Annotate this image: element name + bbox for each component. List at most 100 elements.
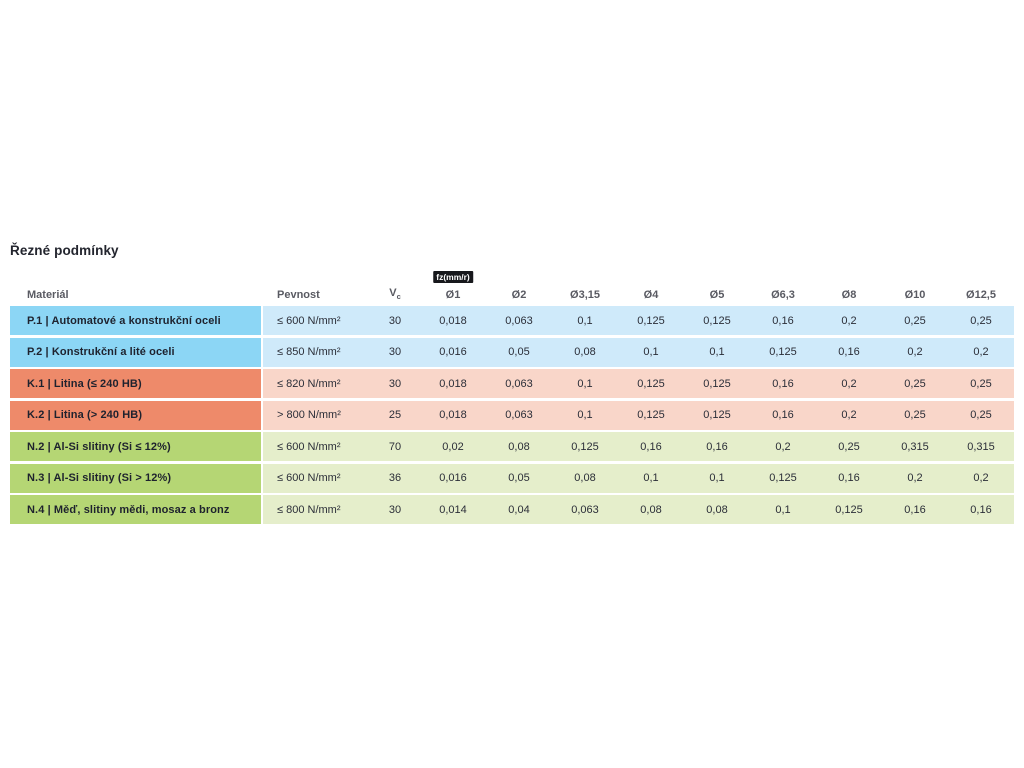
fz-value: 0,16 <box>750 369 816 398</box>
table-row: N.2 | Al-Si slitiny (Si ≤ 12%) ≤ 600 N/mm… <box>10 432 1014 461</box>
fz-value: 0,08 <box>552 337 618 367</box>
fz-value: 0,315 <box>882 432 948 461</box>
fz-value: 0,16 <box>948 495 1014 524</box>
material-label: N.2 | Al-Si slitiny (Si ≤ 12%) <box>10 432 263 461</box>
column-header-vc: Vc <box>370 288 420 301</box>
table-row: K.2 | Litina (> 240 HB) > 800 N/mm² 25 0,01… <box>10 400 1014 430</box>
material-label: N.4 | Měď, slitiny mědi, mosaz a bronz <box>10 495 263 524</box>
fz-value: 0,063 <box>552 495 618 524</box>
material-label: P.2 | Konstrukční a lité oceli <box>10 337 263 367</box>
fz-value: 0,08 <box>486 432 552 461</box>
fz-value: 0,1 <box>750 495 816 524</box>
strength-value: ≤ 850 N/mm² <box>263 337 370 367</box>
vc-value: 30 <box>370 306 420 335</box>
fz-value: 0,2 <box>750 432 816 461</box>
cutting-conditions-table: fz(mm/r) Materiál Pevnost Vc Ø1 Ø2 Ø3,15 Ø4… <box>10 270 1014 527</box>
strength-value: > 800 N/mm² <box>263 400 370 430</box>
fz-value: 0,1 <box>684 337 750 367</box>
fz-value: 0,2 <box>882 337 948 367</box>
fz-value: 0,25 <box>882 369 948 398</box>
fz-value: 0,125 <box>618 306 684 335</box>
fz-value: 0,04 <box>486 495 552 524</box>
fz-unit-badge: fz(mm/r) <box>433 271 473 283</box>
column-header-diameter: Ø2 <box>511 289 527 301</box>
fz-value: 0,05 <box>486 337 552 367</box>
fz-value: 0,2 <box>882 463 948 493</box>
table-row: K.1 | Litina (≤ 240 HB) ≤ 820 N/mm² 30 0,01… <box>10 369 1014 398</box>
fz-value: 0,1 <box>552 400 618 430</box>
material-label: K.2 | Litina (> 240 HB) <box>10 400 263 430</box>
fz-value: 0,016 <box>420 463 486 493</box>
fz-value: 0,063 <box>486 306 552 335</box>
fz-value: 0,125 <box>684 306 750 335</box>
fz-value: 0,125 <box>618 400 684 430</box>
table-header-row: fz(mm/r) Materiál Pevnost Vc Ø1 Ø2 Ø3,15 Ø4… <box>10 270 1014 306</box>
fz-value: 0,125 <box>750 337 816 367</box>
fz-value: 0,25 <box>948 306 1014 335</box>
column-header-diameter: Ø3,15 <box>570 289 600 301</box>
fz-value: 0,16 <box>684 432 750 461</box>
table-row: N.3 | Al-Si slitiny (Si > 12%) ≤ 600 N/mm… <box>10 463 1014 493</box>
fz-value: 0,125 <box>750 463 816 493</box>
strength-value: ≤ 600 N/mm² <box>263 463 370 493</box>
fz-value: 0,25 <box>882 400 948 430</box>
column-header-diameter: Ø1 <box>445 289 461 301</box>
column-header-diameter: Ø5 <box>709 289 725 301</box>
fz-value: 0,25 <box>948 369 1014 398</box>
column-header-diameter: Ø10 <box>904 289 926 301</box>
fz-value: 0,1 <box>684 463 750 493</box>
fz-value: 0,16 <box>816 463 882 493</box>
fz-value: 0,125 <box>684 369 750 398</box>
fz-value: 0,16 <box>618 432 684 461</box>
vc-value: 70 <box>370 432 420 461</box>
fz-value: 0,125 <box>684 400 750 430</box>
strength-value: ≤ 600 N/mm² <box>263 306 370 335</box>
fz-value: 0,25 <box>948 400 1014 430</box>
fz-value: 0,02 <box>420 432 486 461</box>
fz-value: 0,08 <box>552 463 618 493</box>
vc-value: 30 <box>370 495 420 524</box>
fz-value: 0,125 <box>618 369 684 398</box>
table-row: N.4 | Měď, slitiny mědi, mosaz a bronz ≤ … <box>10 495 1014 524</box>
fz-value: 0,125 <box>816 495 882 524</box>
fz-value: 0,1 <box>552 306 618 335</box>
fz-value: 0,2 <box>948 463 1014 493</box>
fz-value: 0,2 <box>816 369 882 398</box>
vc-subscript: c <box>396 292 401 302</box>
table-row: P.2 | Konstrukční a lité oceli ≤ 850 N/mm… <box>10 337 1014 367</box>
material-label: K.1 | Litina (≤ 240 HB) <box>10 369 263 398</box>
fz-value: 0,25 <box>816 432 882 461</box>
strength-value: ≤ 820 N/mm² <box>263 369 370 398</box>
material-label: N.3 | Al-Si slitiny (Si > 12%) <box>10 463 263 493</box>
fz-value: 0,014 <box>420 495 486 524</box>
fz-value: 0,018 <box>420 369 486 398</box>
fz-value: 0,2 <box>816 306 882 335</box>
fz-value: 0,018 <box>420 306 486 335</box>
fz-value: 0,063 <box>486 369 552 398</box>
column-header-diameter: Ø8 <box>841 289 857 301</box>
column-header-material: Materiál <box>27 289 69 301</box>
fz-value: 0,2 <box>816 400 882 430</box>
column-header-strength: Pevnost <box>277 289 320 301</box>
fz-value: 0,16 <box>750 400 816 430</box>
table-row: P.1 | Automatové a konstrukční oceli ≤ 60… <box>10 306 1014 335</box>
material-label: P.1 | Automatové a konstrukční oceli <box>10 306 263 335</box>
fz-value: 0,1 <box>552 369 618 398</box>
fz-value: 0,1 <box>618 463 684 493</box>
fz-value: 0,08 <box>618 495 684 524</box>
column-header-diameter: Ø6,3 <box>771 289 795 301</box>
fz-value: 0,05 <box>486 463 552 493</box>
fz-value: 0,16 <box>750 306 816 335</box>
vc-value: 30 <box>370 337 420 367</box>
fz-value: 0,018 <box>420 400 486 430</box>
vc-symbol: V <box>389 287 397 300</box>
fz-value: 0,1 <box>618 337 684 367</box>
column-header-diameter: Ø4 <box>643 289 659 301</box>
vc-value: 25 <box>370 400 420 430</box>
vc-value: 36 <box>370 463 420 493</box>
column-header-diameter: Ø12,5 <box>966 289 996 301</box>
fz-value: 0,063 <box>486 400 552 430</box>
strength-value: ≤ 600 N/mm² <box>263 432 370 461</box>
fz-value: 0,16 <box>882 495 948 524</box>
